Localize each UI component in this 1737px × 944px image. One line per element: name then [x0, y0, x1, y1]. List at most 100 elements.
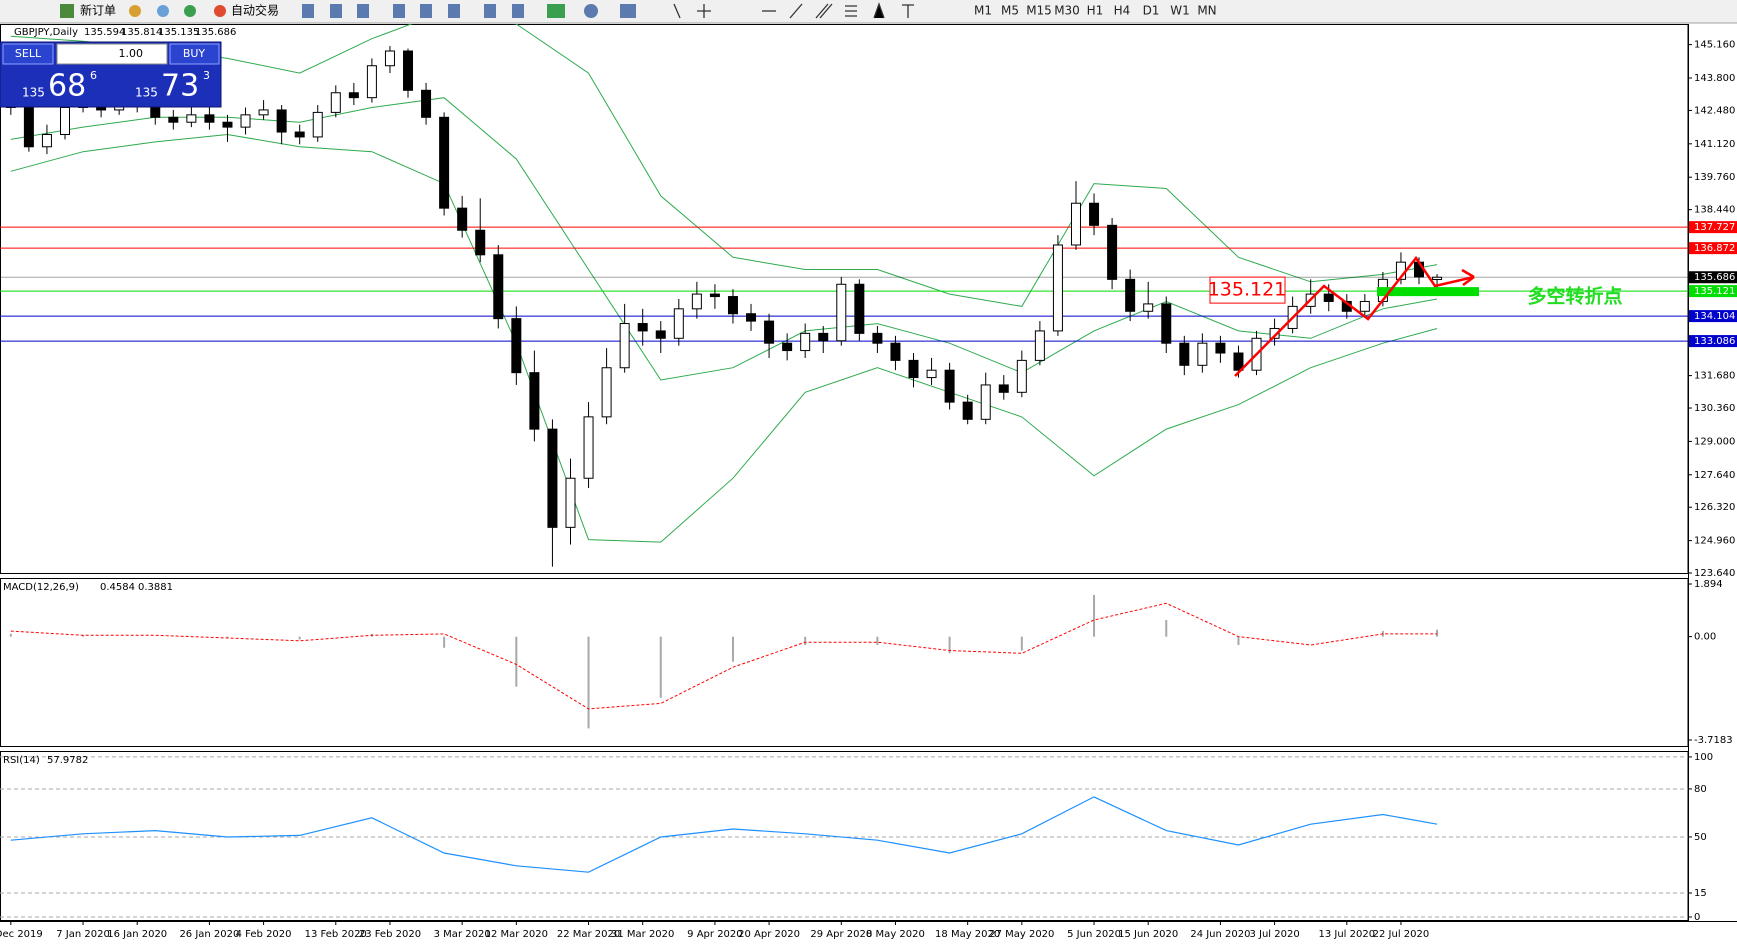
- candle-body: [1323, 293, 1334, 302]
- x-tick-label: 13 Feb 2020: [305, 929, 367, 940]
- price-level-tag: [1689, 242, 1737, 255]
- tool-icon[interactable]: [620, 4, 636, 18]
- y-tick-label: -3.7183: [1694, 735, 1733, 746]
- toolbar-icon[interactable]: [129, 5, 141, 17]
- candle-body: [583, 416, 594, 479]
- rsi-line: [10, 796, 1438, 873]
- candle-body: [836, 283, 847, 342]
- toolbar-icon[interactable]: [157, 5, 169, 17]
- timeframe-button[interactable]: M15: [1026, 4, 1052, 18]
- tool-icon[interactable]: [420, 4, 432, 18]
- tool-icon[interactable]: [484, 4, 496, 18]
- trendline-tool[interactable]: [789, 3, 803, 19]
- crosshair-tool[interactable]: [697, 4, 711, 18]
- new-order-icon[interactable]: [60, 4, 74, 18]
- price-level-label: 135.121: [1694, 286, 1735, 297]
- candle-body: [23, 106, 34, 148]
- fibo-tool[interactable]: [845, 5, 857, 17]
- candle-body: [457, 207, 468, 231]
- candle-body: [673, 308, 684, 339]
- indicator-readout: 57.9782: [47, 755, 88, 766]
- indicator-title: MACD(12,26,9): [3, 582, 79, 593]
- x-tick-label: 18 May 2020: [935, 929, 1000, 940]
- plot: [9, 594, 1439, 729]
- plot: [0, 24, 1688, 567]
- price-level-tag: [1689, 335, 1737, 348]
- candle-body: [1179, 342, 1190, 366]
- tool-icon[interactable]: [393, 4, 405, 18]
- candle-body: [746, 313, 757, 322]
- ohlc-readout: 135.814: [121, 27, 162, 38]
- candle-body: [709, 293, 720, 298]
- candle-body: [872, 332, 883, 344]
- candle-body: [1107, 224, 1118, 280]
- lot-field[interactable]: [56, 43, 168, 65]
- x-tick-label: 7 Jan 2020: [56, 929, 110, 940]
- auto-trading-button[interactable]: 自动交易: [231, 3, 279, 18]
- bollinger-band: [10, 133, 1438, 543]
- timeframe-button[interactable]: MN: [1197, 4, 1216, 18]
- indicator-title: RSI(14): [3, 755, 40, 766]
- label-tool[interactable]: [902, 4, 914, 18]
- text-tool[interactable]: [873, 2, 885, 19]
- candle-body: [601, 367, 612, 418]
- timeframe-button[interactable]: H4: [1114, 4, 1131, 18]
- candle-body: [439, 116, 450, 209]
- timeframe-button[interactable]: M5: [1001, 4, 1019, 18]
- channel-tool[interactable]: [815, 3, 833, 19]
- candle-body: [1269, 327, 1280, 339]
- candle-body: [1143, 303, 1154, 312]
- auto-trading-icon[interactable]: [214, 5, 226, 17]
- y-tick-label: 124.960: [1694, 536, 1735, 547]
- timeframe-button[interactable]: M1: [974, 4, 992, 18]
- timeframe-button[interactable]: D1: [1143, 4, 1160, 18]
- candle-body: [890, 342, 901, 361]
- price-pip: 3: [203, 69, 210, 82]
- tool-icon[interactable]: [584, 4, 598, 18]
- candle-body: [384, 50, 395, 67]
- candle-body: [1052, 244, 1063, 332]
- bollinger-band: [10, 97, 1438, 381]
- panel-frame: [0, 578, 1689, 747]
- bollinger-band: [10, 24, 1438, 307]
- candle-body: [1034, 330, 1045, 361]
- price-small: 135: [22, 86, 45, 100]
- tool-icon[interactable]: [448, 4, 460, 18]
- support-zone: [1377, 287, 1479, 297]
- tool-icon[interactable]: [302, 4, 314, 18]
- tool-icon[interactable]: [512, 4, 524, 18]
- tool-icon[interactable]: [330, 4, 342, 18]
- timeframe-button[interactable]: W1: [1170, 4, 1190, 18]
- new-order-button[interactable]: 新订单: [80, 3, 116, 18]
- sell-button[interactable]: [2, 43, 54, 65]
- x-tick-label: 9 Apr 2020: [687, 929, 742, 940]
- candle-body: [312, 111, 323, 138]
- x-tick-label: 22 Mar 2020: [557, 929, 620, 940]
- toolbar-icon[interactable]: [184, 5, 196, 17]
- timeframe-button[interactable]: H1: [1087, 4, 1104, 18]
- y-tick-label: 127.640: [1694, 470, 1735, 481]
- x-tick-label: 22 Jul 2020: [1373, 929, 1430, 940]
- candle-body: [186, 114, 197, 123]
- tool-icon[interactable]: [547, 4, 565, 18]
- candle-body: [908, 359, 919, 379]
- price-level-label: 137.727: [1694, 222, 1735, 233]
- x-tick-label: 3 Jul 2020: [1249, 929, 1299, 940]
- candle-body: [727, 296, 738, 315]
- buy-button[interactable]: [169, 43, 220, 65]
- y-tick-label: 100: [1694, 752, 1713, 763]
- candle-body: [944, 369, 955, 403]
- y-tick-label: 129.000: [1694, 436, 1735, 447]
- indicator-readout: 0.4584: [100, 582, 135, 593]
- candle-body: [818, 332, 829, 342]
- cursor-tool[interactable]: [673, 3, 681, 19]
- tool-icon[interactable]: [357, 4, 369, 18]
- macd-signal-line: [10, 602, 1438, 710]
- candle-body: [1359, 300, 1370, 312]
- candle-body: [854, 283, 865, 334]
- price-big: 68: [48, 69, 86, 104]
- timeframe-button[interactable]: M30: [1054, 4, 1080, 18]
- candle-body: [511, 318, 522, 374]
- x-tick-label: 16 Jan 2020: [107, 929, 167, 940]
